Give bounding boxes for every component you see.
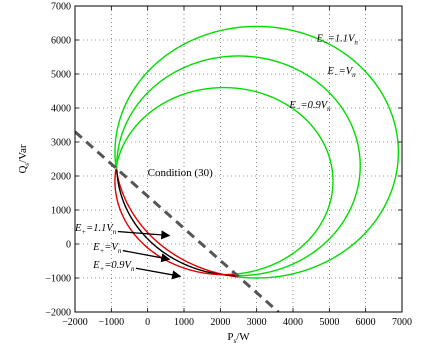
condition-label: Condition (30): [148, 167, 213, 179]
annotation-e-plus-1: E+=Vn: [92, 242, 122, 255]
condition-layer: [75, 130, 280, 312]
y-tick-label: 1000: [51, 206, 71, 217]
condition-line: [75, 130, 280, 312]
x-tick-label: 1000: [174, 317, 194, 328]
y-axis-label: Qs/Var: [17, 144, 31, 173]
curve-layer: [114, 25, 400, 279]
annotation-e-plus-0-9: E+=0.9Vn: [92, 260, 135, 273]
x-tick-label: −1000: [99, 317, 125, 328]
y-tick-label: −2000: [45, 308, 71, 319]
x-tick-label: −2000: [62, 317, 88, 328]
annotation-e-minus-1: E−=Vn: [327, 66, 357, 79]
annotation-e-minus-0-9: E−=0.9Vn: [288, 100, 331, 113]
x-tick-label: 3000: [247, 317, 267, 328]
series-curve-0: [115, 168, 239, 278]
series-curve-3: [115, 86, 334, 275]
annotation-layer: E−=1.1Vn E−=Vn E−=0.9Vn E+=1.1Vn E+=Vn E+=0.9…: [74, 34, 359, 280]
plot-frame: [74, 5, 403, 313]
y-tick-label: 0: [66, 240, 71, 251]
x-tick-label: 0: [145, 317, 150, 328]
annotation-arrow-e-plus-0-9: [135, 267, 182, 280]
series-curve-2: [114, 168, 236, 276]
x-tick-label: 2000: [210, 317, 230, 328]
annotation-e-plus-1-1: E+=1.1Vn: [74, 223, 117, 236]
series-curve-4: [116, 55, 361, 277]
y-tick-label: 5000: [51, 70, 71, 81]
y-tick-label: 6000: [51, 36, 71, 47]
series-curve-5: [114, 25, 400, 279]
y-tick-label: 3000: [51, 138, 71, 149]
series-curve-1: [116, 169, 237, 277]
x-axis-label: Ps/W: [227, 331, 250, 345]
y-tick-label: −1000: [45, 274, 71, 285]
tick-layer: −2000 −1000 0 1000 2000 3000 4000 5000 6000 7000 −…: [45, 2, 412, 329]
x-tick-label: 5000: [319, 317, 339, 328]
annotation-e-minus-1-1: E−=1.1Vn: [316, 34, 359, 47]
y-tick-label: 7000: [51, 2, 71, 13]
annotation-arrow-e-plus-1-1: [117, 230, 171, 240]
y-tick-label: 2000: [51, 172, 71, 183]
y-tick-label: 4000: [51, 104, 71, 115]
x-tick-label: 7000: [392, 317, 412, 328]
x-tick-label: 6000: [356, 317, 376, 328]
x-tick-label: 4000: [283, 317, 303, 328]
annotation-arrow-e-plus-1: [122, 249, 171, 263]
